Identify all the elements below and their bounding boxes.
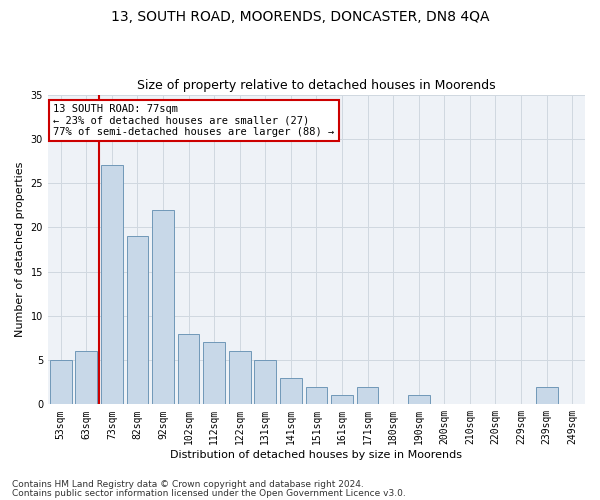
Bar: [254, 360, 276, 405]
Bar: [101, 166, 123, 404]
Bar: [331, 396, 353, 404]
Title: Size of property relative to detached houses in Moorends: Size of property relative to detached ho…: [137, 79, 496, 92]
Bar: [152, 210, 174, 404]
Bar: [229, 351, 251, 405]
X-axis label: Distribution of detached houses by size in Moorends: Distribution of detached houses by size …: [170, 450, 463, 460]
Text: 13, SOUTH ROAD, MOORENDS, DONCASTER, DN8 4QA: 13, SOUTH ROAD, MOORENDS, DONCASTER, DN8…: [111, 10, 489, 24]
Bar: [178, 334, 199, 404]
Y-axis label: Number of detached properties: Number of detached properties: [15, 162, 25, 337]
Bar: [305, 386, 328, 404]
Bar: [203, 342, 225, 404]
Text: 13 SOUTH ROAD: 77sqm
← 23% of detached houses are smaller (27)
77% of semi-detac: 13 SOUTH ROAD: 77sqm ← 23% of detached h…: [53, 104, 335, 137]
Bar: [127, 236, 148, 404]
Bar: [408, 396, 430, 404]
Bar: [76, 351, 97, 405]
Text: Contains public sector information licensed under the Open Government Licence v3: Contains public sector information licen…: [12, 488, 406, 498]
Bar: [536, 386, 557, 404]
Bar: [357, 386, 379, 404]
Bar: [280, 378, 302, 404]
Bar: [50, 360, 71, 405]
Text: Contains HM Land Registry data © Crown copyright and database right 2024.: Contains HM Land Registry data © Crown c…: [12, 480, 364, 489]
